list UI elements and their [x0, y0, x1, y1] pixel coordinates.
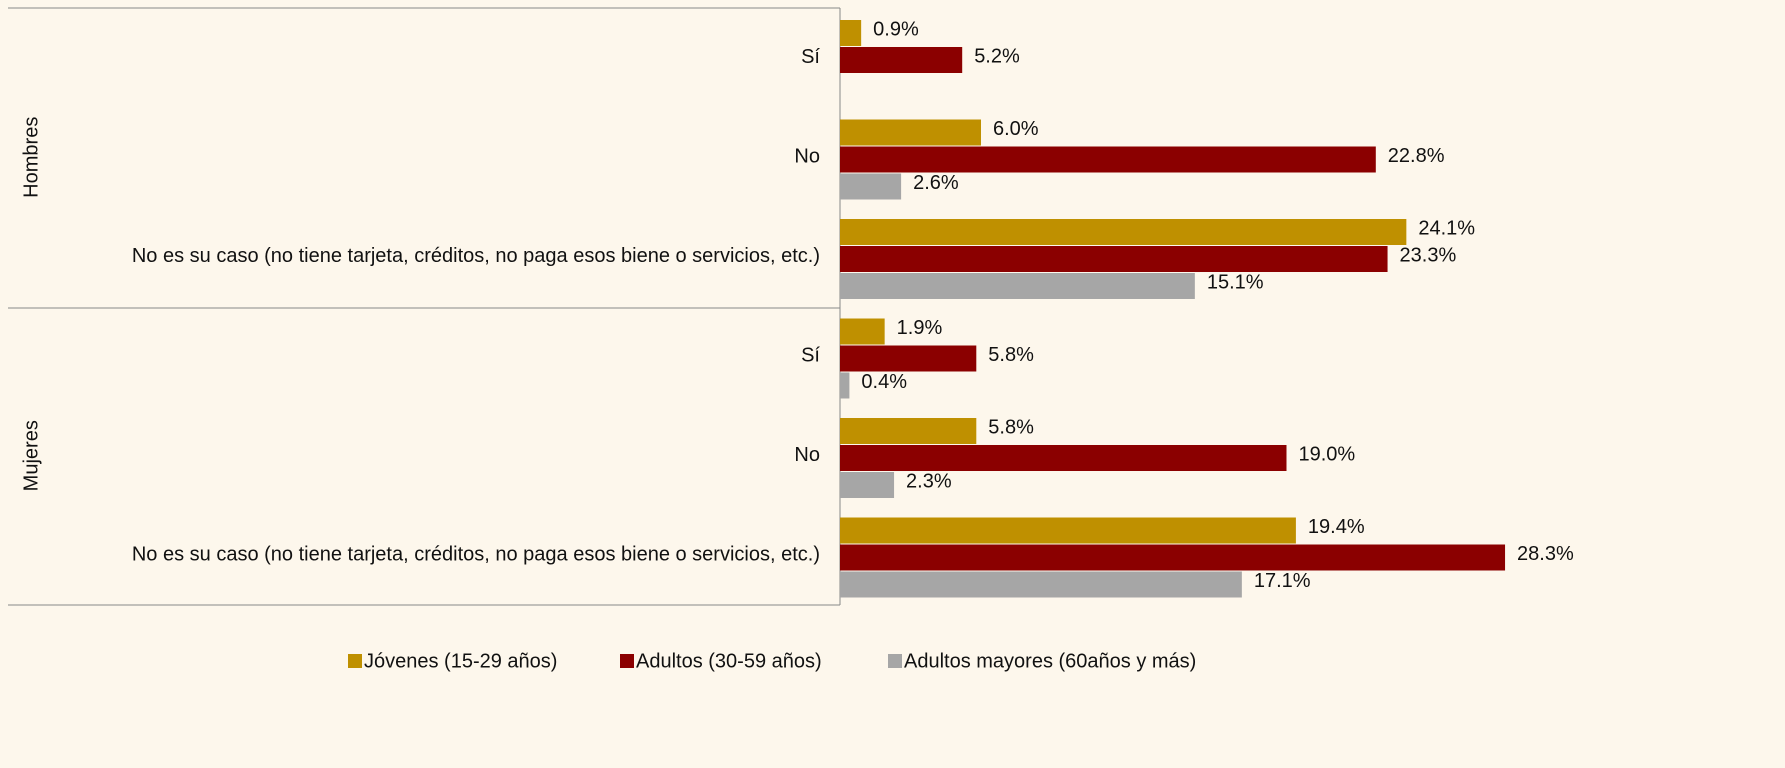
category-label: No es su caso (no tiene tarjeta, crédito… [132, 245, 820, 267]
bar [840, 518, 1296, 544]
value-label: 0.4% [861, 371, 907, 393]
value-label: 19.4% [1308, 516, 1365, 538]
bar [840, 545, 1505, 571]
value-label: 24.1% [1418, 217, 1475, 239]
value-label: 19.0% [1299, 443, 1356, 465]
value-label: 22.8% [1388, 145, 1445, 167]
bar [840, 219, 1406, 245]
value-label: 28.3% [1517, 543, 1574, 565]
bar [840, 445, 1287, 471]
category-label: Sí [801, 46, 820, 68]
page: {"chart_data": {"type": "bar", "orientat… [0, 0, 1785, 768]
value-label: 5.8% [988, 416, 1034, 438]
category-label: No es su caso (no tiene tarjeta, crédito… [132, 544, 820, 566]
value-label: 0.9% [873, 18, 919, 40]
chart: Hombres Mujeres Sí 0.9% 5.2% No 6.0% 22.8% 2.6% N… [0, 0, 1785, 768]
bar [840, 47, 962, 73]
bar [840, 373, 849, 399]
legend-label: Adultos mayores (60años y más) [904, 650, 1196, 672]
bar [840, 147, 1376, 173]
value-label: 15.1% [1207, 271, 1264, 293]
legend-swatch [348, 654, 362, 668]
legend-swatch [888, 654, 902, 668]
bar [840, 418, 976, 444]
bar [840, 273, 1195, 299]
value-label: 2.3% [906, 470, 952, 492]
bar [840, 472, 894, 498]
category-label: No [794, 146, 820, 168]
bar [840, 120, 981, 146]
value-label: 5.8% [988, 344, 1034, 366]
legend-swatch [620, 654, 634, 668]
bar [840, 246, 1388, 272]
value-label: 17.1% [1254, 570, 1311, 592]
bar [840, 20, 861, 46]
value-label: 5.2% [974, 45, 1020, 67]
bar [840, 346, 976, 372]
legend-label: Adultos (30-59 años) [636, 650, 822, 672]
value-label: 6.0% [993, 118, 1039, 140]
group-label: Mujeres [20, 420, 42, 491]
bar [840, 174, 901, 200]
category-label: Sí [801, 345, 820, 367]
group-label: Hombres [20, 117, 42, 198]
value-label: 23.3% [1400, 244, 1457, 266]
legend-label: Jóvenes (15-29 años) [364, 650, 557, 672]
bar [840, 319, 885, 345]
value-label: 2.6% [913, 172, 959, 194]
bar [840, 572, 1242, 598]
category-label: No [794, 444, 820, 466]
value-label: 1.9% [897, 317, 943, 339]
